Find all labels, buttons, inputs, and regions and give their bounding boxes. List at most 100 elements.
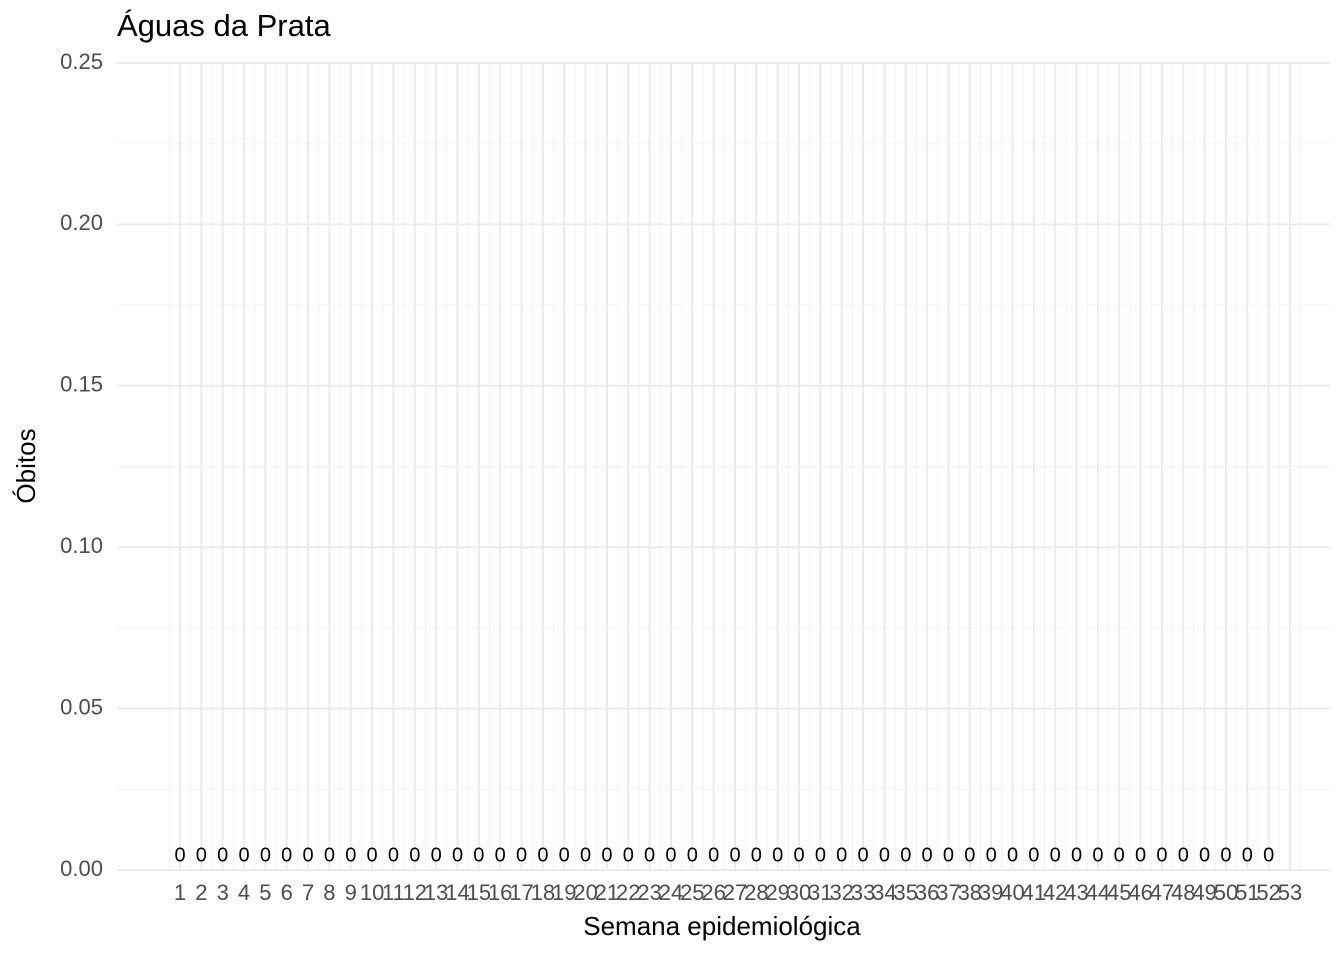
x-tick-label: 24 [659,880,683,905]
data-label: 0 [601,844,612,866]
data-label: 0 [922,844,933,866]
chart-title: Águas da Prata [117,8,331,43]
x-tick-label: 21 [595,880,619,905]
x-tick-label: 27 [723,880,747,905]
x-tick-label: 3 [217,880,229,905]
data-label: 0 [559,844,570,866]
data-label: 0 [793,844,804,866]
x-tick-label: 39 [979,880,1003,905]
x-tick-label: 15 [467,880,491,905]
y-tick-label: 0.25 [60,49,103,74]
data-label: 0 [858,844,869,866]
x-tick-label: 16 [488,880,512,905]
x-tick-label: 32 [829,880,853,905]
x-tick-label: 13 [424,880,448,905]
x-tick-label: 4 [238,880,250,905]
x-axis-label: Semana epidemiológica [583,911,861,941]
x-tick-label: 46 [1128,880,1152,905]
data-label: 0 [708,844,719,866]
x-tick-label: 12 [403,880,427,905]
x-tick-label: 26 [701,880,725,905]
data-label: 0 [174,844,185,866]
data-label: 0 [238,844,249,866]
data-label: 0 [431,844,442,866]
x-tick-label: 48 [1171,880,1195,905]
x-tick-label: 30 [787,880,811,905]
x-tick-label: 47 [1150,880,1174,905]
data-label: 0 [815,844,826,866]
data-label: 0 [1263,844,1274,866]
data-label: 0 [1220,844,1231,866]
data-label: 0 [367,844,378,866]
data-label: 0 [729,844,740,866]
data-label: 0 [217,844,228,866]
x-tick-label: 22 [616,880,640,905]
x-tick-label: 38 [958,880,982,905]
x-tick-label: 11 [382,880,405,905]
data-label: 0 [900,844,911,866]
x-tick-label: 10 [360,880,384,905]
x-tick-label: 40 [1000,880,1024,905]
x-tick-label: 5 [259,880,271,905]
data-label: 0 [623,844,634,866]
data-label: 0 [1135,844,1146,866]
y-tick-label: 0.15 [60,372,103,397]
data-label: 0 [879,844,890,866]
data-label: 0 [281,844,292,866]
data-label: 0 [943,844,954,866]
data-label: 0 [964,844,975,866]
y-tick-label: 0.20 [60,210,103,235]
data-label: 0 [345,844,356,866]
x-tick-label: 49 [1192,880,1216,905]
data-label: 0 [1242,844,1253,866]
x-tick-label: 33 [851,880,875,905]
y-tick-label: 0.00 [60,856,103,881]
x-tick-label: 2 [195,880,207,905]
x-tick-label: 20 [573,880,597,905]
x-tick-label: 8 [323,880,335,905]
x-tick-label: 19 [552,880,576,905]
data-label: 0 [687,844,698,866]
data-label: 0 [772,844,783,866]
x-tick-label: 1 [174,880,186,905]
data-label: 0 [1050,844,1061,866]
data-label: 0 [516,844,527,866]
data-label: 0 [473,844,484,866]
data-label: 0 [986,844,997,866]
x-tick-label: 45 [1107,880,1131,905]
x-tick-label: 53 [1278,880,1302,905]
x-tick-label: 18 [531,880,555,905]
data-label: 0 [409,844,420,866]
y-axis-label: Óbitos [11,428,41,503]
x-tick-label: 37 [936,880,960,905]
data-label: 0 [303,844,314,866]
data-label: 0 [836,844,847,866]
data-label: 0 [1114,844,1125,866]
x-tick-label: 29 [765,880,789,905]
data-label: 0 [537,844,548,866]
x-tick-label: 34 [872,880,896,905]
data-label: 0 [751,844,762,866]
x-tick-label: 41 [1022,880,1046,905]
x-tick-label: 42 [1043,880,1067,905]
data-label: 0 [452,844,463,866]
x-tick-label: 7 [302,880,314,905]
y-tick-label: 0.10 [60,533,103,558]
x-tick-label: 17 [509,880,533,905]
x-tick-label: 52 [1256,880,1280,905]
y-tick-label: 0.05 [60,694,103,719]
x-tick-label: 51 [1235,880,1259,905]
data-label: 0 [1092,844,1103,866]
x-tick-label: 50 [1214,880,1238,905]
data-label: 0 [665,844,676,866]
x-tick-label: 44 [1086,880,1110,905]
data-label: 0 [1199,844,1210,866]
x-tick-label: 6 [281,880,293,905]
data-label: 0 [580,844,591,866]
x-tick-label: 36 [915,880,939,905]
data-label: 0 [324,844,335,866]
data-label: 0 [1156,844,1167,866]
x-tick-label: 14 [445,880,469,905]
data-label: 0 [1071,844,1082,866]
